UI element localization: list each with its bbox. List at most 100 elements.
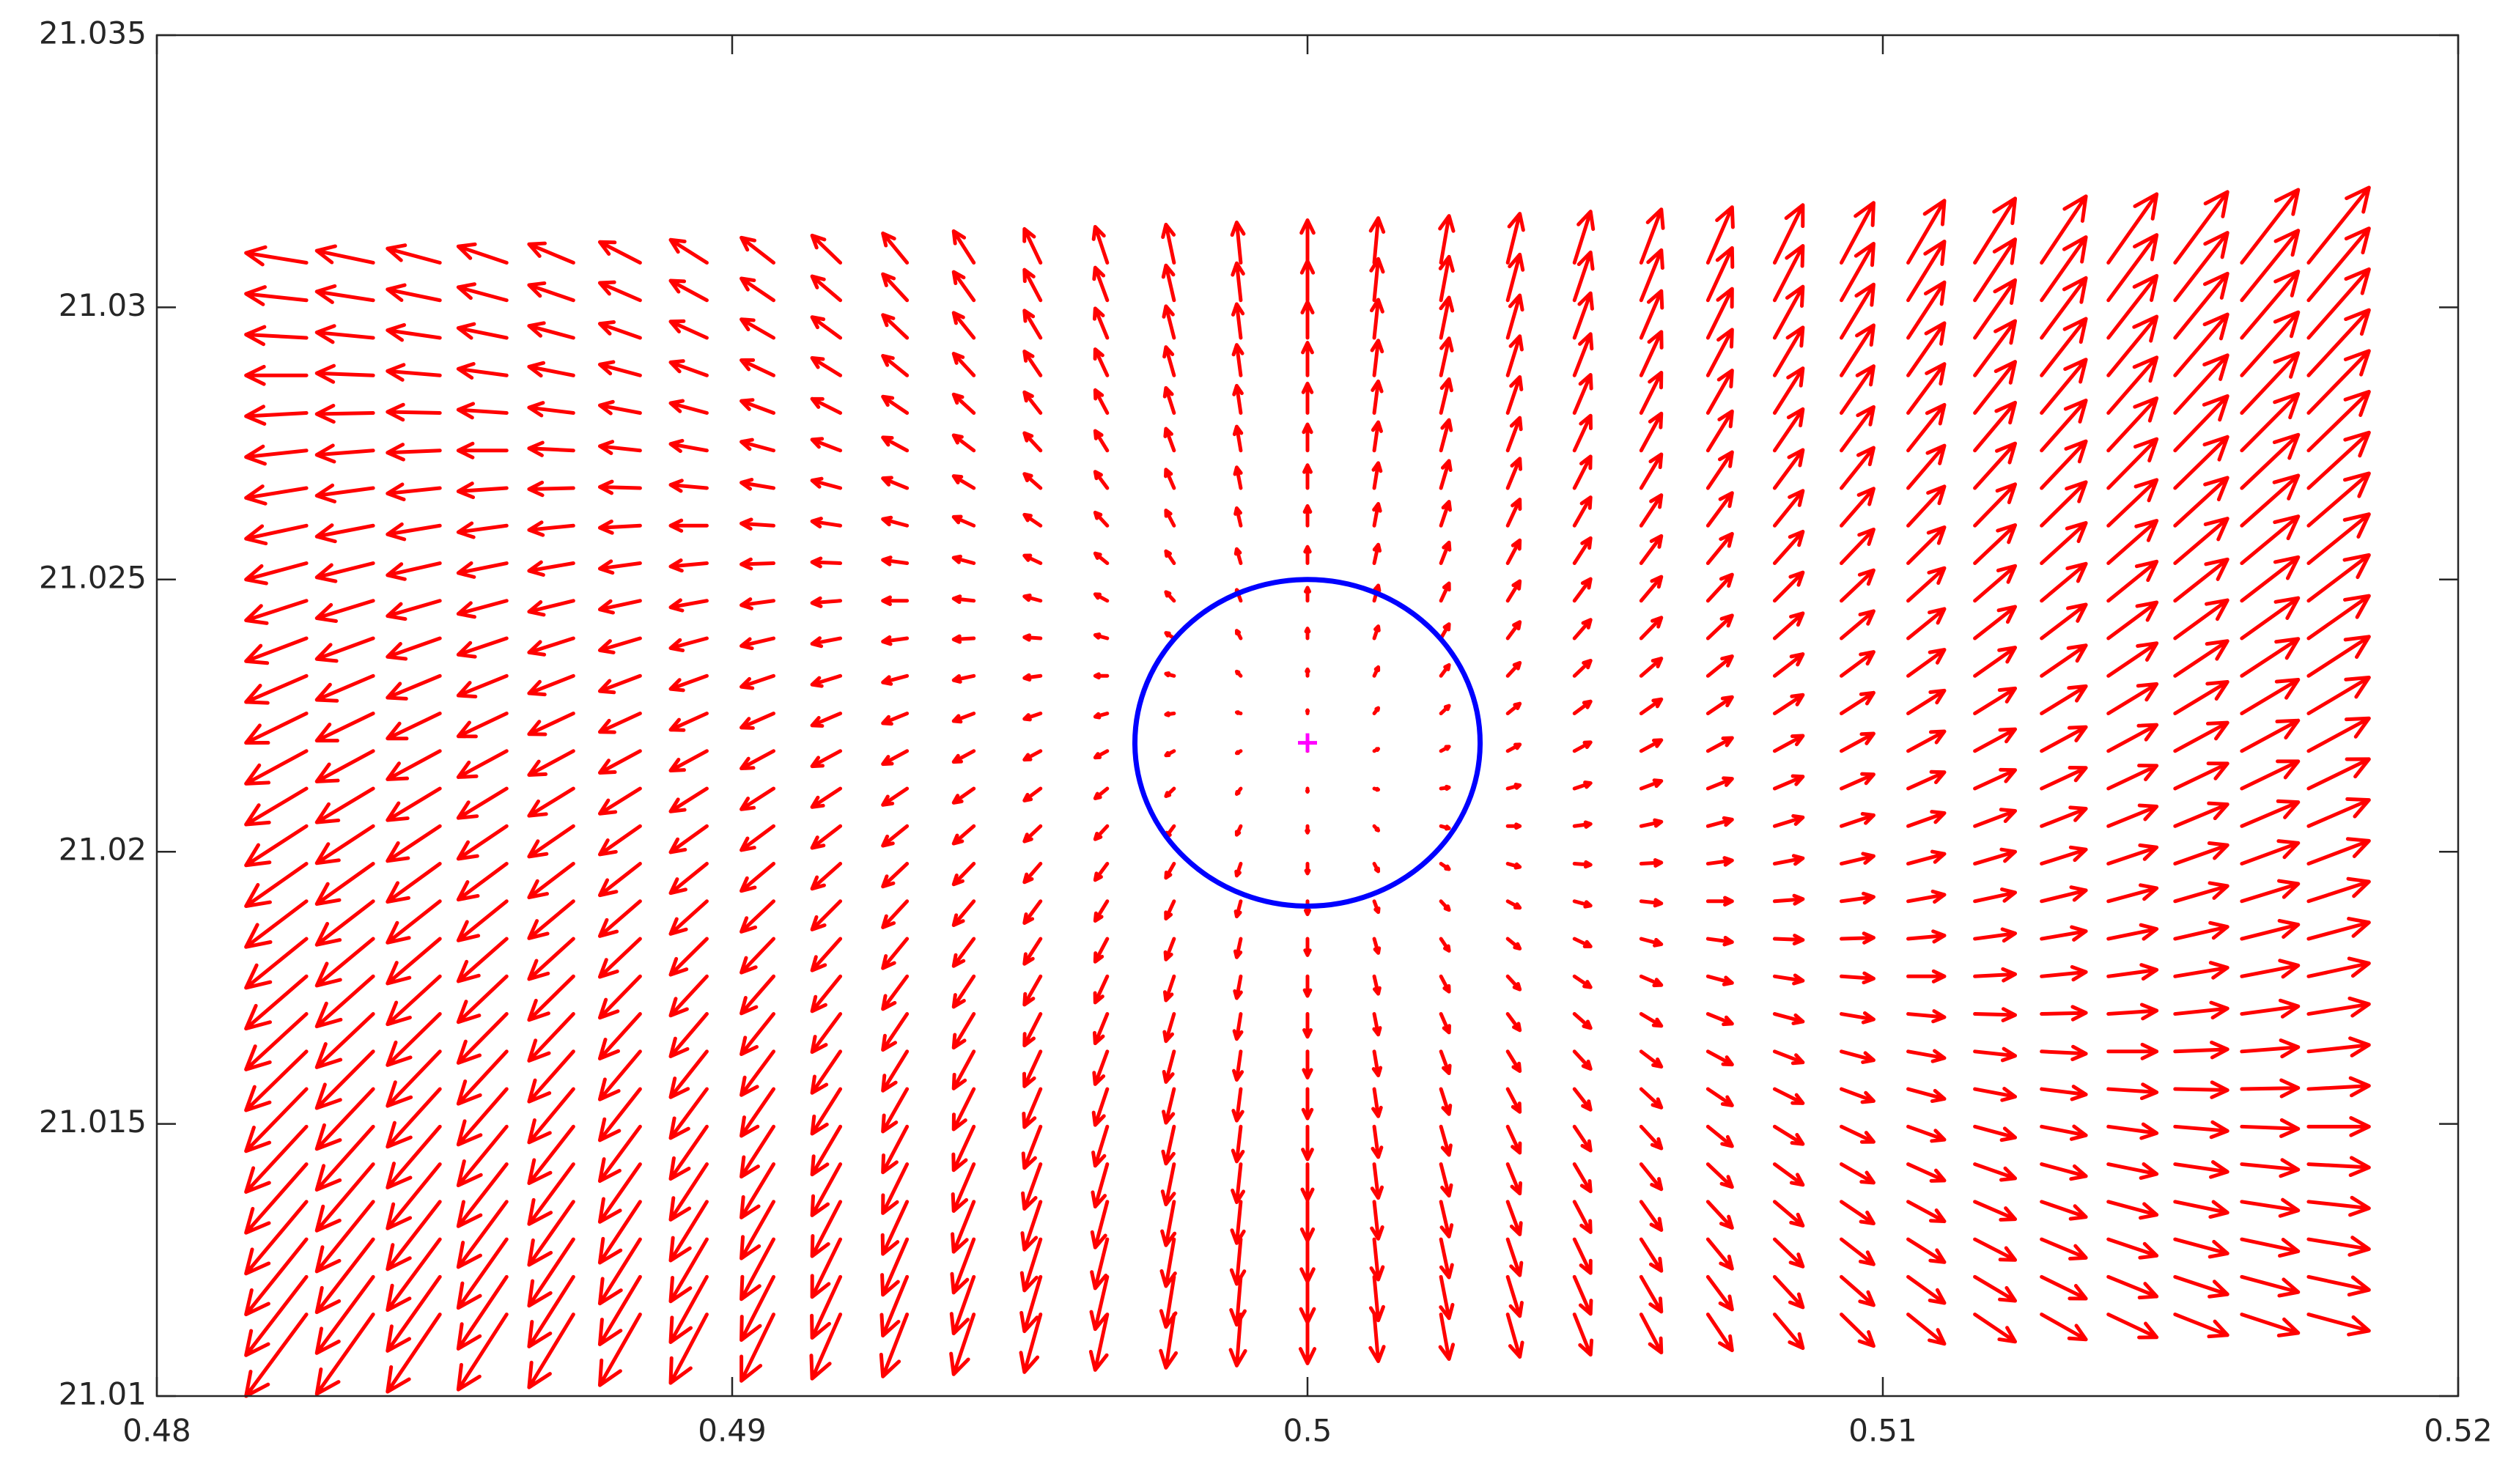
arrow (1572, 860, 1593, 869)
arrow (456, 1124, 509, 1188)
arrow (1438, 1313, 1456, 1361)
arrow (1839, 323, 1876, 377)
arrow (1232, 1012, 1244, 1041)
arrow (1368, 1313, 1386, 1363)
arrow (2306, 757, 2371, 791)
arrow (810, 749, 843, 769)
arrow (1705, 896, 1734, 907)
arrow (2173, 1237, 2229, 1259)
arrow (1091, 1087, 1110, 1127)
arrow (2306, 797, 2371, 828)
center-marker (1298, 733, 1317, 753)
arrow (527, 361, 575, 378)
arrow (1705, 1087, 1734, 1107)
arrow (1772, 1087, 1805, 1105)
arrow (740, 317, 776, 340)
arrow (597, 1049, 642, 1101)
arrow (951, 474, 976, 490)
arrow (881, 635, 910, 646)
arrow (1371, 461, 1383, 490)
arrow (1301, 381, 1314, 416)
arrow (668, 1313, 709, 1385)
arrow (2306, 1195, 2371, 1217)
x-tick-label: 0.48 (122, 1413, 191, 1449)
arrow (597, 440, 642, 455)
arrow (1973, 1046, 2018, 1063)
arrow (2106, 923, 2159, 941)
arrow (1906, 1237, 1947, 1264)
arrow (810, 1274, 843, 1340)
arrow (1906, 199, 1947, 265)
arrow (740, 358, 776, 377)
arrow (527, 786, 575, 818)
arrow (1234, 749, 1243, 756)
arrow (386, 824, 442, 863)
x-tick-label: 0.49 (698, 1413, 767, 1449)
arrow (456, 862, 509, 902)
arrow (1639, 1200, 1664, 1232)
arrow (1439, 418, 1453, 453)
arrow (1159, 1313, 1179, 1370)
arrow (1162, 1012, 1176, 1044)
arrow (1372, 824, 1381, 833)
arrow (1160, 1200, 1177, 1247)
arrow (1019, 1237, 1043, 1293)
arrow (1973, 605, 2018, 641)
arrow (1572, 1200, 1593, 1234)
arrow (1303, 586, 1312, 603)
arrow (1839, 971, 1876, 985)
arrow (456, 712, 509, 739)
arrow (1505, 1012, 1522, 1033)
arrow (314, 786, 375, 824)
arrow (597, 899, 642, 938)
arrow (314, 1200, 375, 1274)
arrow (1234, 862, 1243, 878)
arrow (2306, 716, 2371, 753)
arrow (527, 1274, 575, 1348)
arrow (2306, 876, 2371, 904)
arrow (314, 523, 375, 544)
arrow (1639, 858, 1664, 868)
arrow (1639, 1162, 1664, 1192)
arrow (2240, 473, 2301, 528)
arrow (1022, 633, 1043, 642)
arrow (386, 749, 442, 781)
arrow (1305, 824, 1310, 835)
arrow (456, 561, 509, 579)
arrow (881, 824, 910, 848)
arrow (951, 1087, 976, 1132)
arrow (1231, 343, 1244, 377)
arrow (1022, 862, 1043, 885)
arrow (244, 899, 309, 949)
arrow (1164, 899, 1176, 921)
arrow (1639, 1124, 1664, 1151)
arrow (527, 1162, 575, 1226)
arrow (2040, 602, 2088, 641)
arrow (1233, 547, 1243, 566)
arrow (740, 1274, 776, 1342)
arrow (1572, 577, 1593, 603)
arrow (527, 749, 575, 777)
arrow (810, 396, 843, 416)
arrow (1906, 1162, 1947, 1183)
arrow (244, 1237, 309, 1317)
arrow (810, 315, 843, 340)
arrow (1022, 267, 1043, 303)
arrow (951, 937, 976, 968)
arrow (2106, 1003, 2159, 1021)
arrow (740, 974, 776, 1016)
arrows (244, 185, 2371, 1398)
arrow (244, 599, 309, 625)
arrow (1705, 450, 1734, 490)
arrow (456, 441, 509, 459)
arrow (1505, 1162, 1523, 1196)
arrow (1372, 624, 1381, 641)
arrow (314, 284, 375, 304)
arrow (597, 673, 642, 695)
arrow (1439, 581, 1451, 603)
arrow (1022, 974, 1043, 1007)
arrow (1505, 498, 1522, 528)
arrow (1093, 824, 1110, 841)
arrow (1164, 549, 1176, 566)
